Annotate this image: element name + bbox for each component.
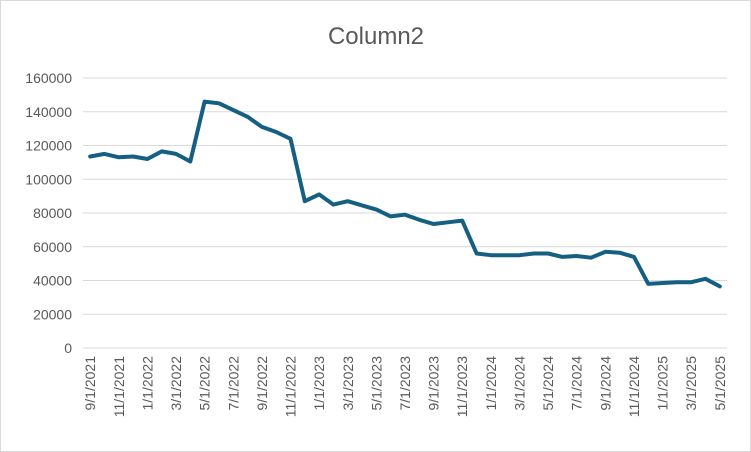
- x-tick-label: 11/1/2023: [454, 356, 470, 417]
- y-tick-label: 40000: [33, 273, 72, 289]
- x-tick-label: 3/1/2025: [683, 356, 699, 411]
- x-tick-label: 11/1/2024: [626, 356, 642, 417]
- y-tick-label: 20000: [33, 306, 72, 322]
- y-tick-label: 120000: [25, 138, 72, 154]
- x-tick-label: 1/1/2022: [139, 356, 155, 411]
- x-tick-label: 5/1/2023: [368, 356, 384, 411]
- x-tick-label: 3/1/2023: [340, 356, 356, 411]
- y-tick-label: 80000: [33, 205, 72, 221]
- x-tick-label: 11/1/2021: [111, 356, 127, 417]
- x-tick-label: 1/1/2025: [655, 356, 671, 411]
- x-tick-label: 5/1/2022: [197, 356, 213, 411]
- x-tick-label: 5/1/2025: [712, 356, 728, 411]
- x-tick-label: 7/1/2024: [569, 356, 585, 411]
- x-tick-label: 9/1/2023: [426, 356, 442, 411]
- x-tick-label: 7/1/2023: [397, 356, 413, 411]
- x-tick-label: 11/1/2022: [283, 356, 299, 417]
- x-tick-label: 1/1/2024: [483, 356, 499, 411]
- y-tick-label: 140000: [25, 104, 72, 120]
- data-line: [88, 99, 722, 289]
- x-tick-label: 3/1/2024: [511, 356, 527, 411]
- x-tick-label: 5/1/2024: [540, 356, 556, 411]
- y-tick-label: 100000: [25, 171, 72, 187]
- y-tick-label: 160000: [25, 70, 72, 86]
- x-tick-label: 9/1/2024: [597, 356, 613, 411]
- chart-title: Column2: [328, 23, 424, 50]
- y-tick-label: 60000: [33, 239, 72, 255]
- y-tick-label: 0: [64, 340, 72, 356]
- x-tick-label: 7/1/2022: [225, 356, 241, 411]
- x-tick-label: 1/1/2023: [311, 356, 327, 411]
- x-tick-label: 3/1/2022: [168, 356, 184, 411]
- x-tick-label: 9/1/2021: [82, 356, 98, 411]
- x-tick-label: 9/1/2022: [254, 356, 270, 411]
